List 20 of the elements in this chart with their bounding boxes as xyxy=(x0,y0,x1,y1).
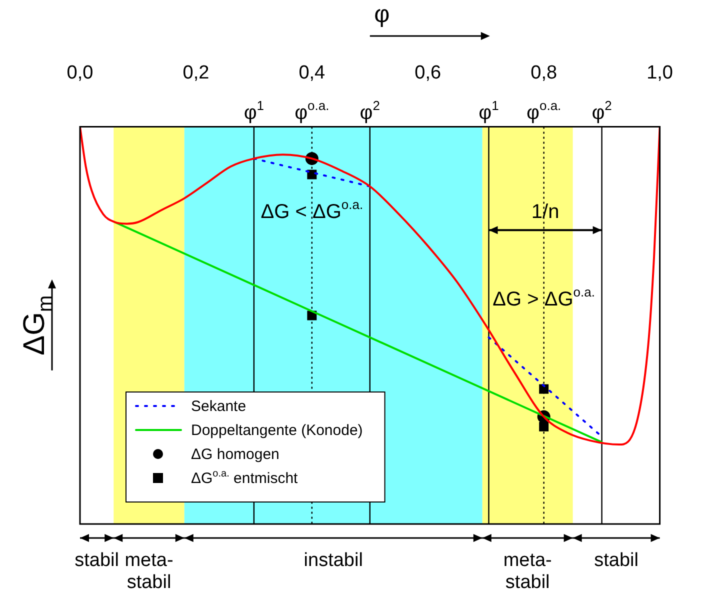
x-tick-label: 0,4 xyxy=(298,62,326,84)
x-tick-label: 1,0 xyxy=(646,62,674,84)
point xyxy=(539,422,549,432)
x-tick-label: 0,8 xyxy=(530,62,558,84)
point xyxy=(307,170,317,180)
x-tick-label: 0,2 xyxy=(182,62,210,84)
legend-label: Sekante xyxy=(191,398,246,415)
band-label: meta- stabil xyxy=(503,550,552,592)
x-tick-label: 0,0 xyxy=(66,62,94,84)
y-axis-title: ΔGm xyxy=(18,295,56,356)
x-tick-label: 0,6 xyxy=(414,62,442,84)
legend-label: Doppeltangente (Konode) xyxy=(191,422,363,439)
band-label: meta- stabil xyxy=(124,550,174,592)
legend-label: ΔG homogen xyxy=(191,446,280,463)
annotation: 1/n xyxy=(531,201,560,224)
band-label: instabil xyxy=(304,550,363,571)
point xyxy=(539,384,549,394)
x-axis-title: φ xyxy=(374,1,390,28)
text: stabil xyxy=(74,550,119,571)
text: stabil xyxy=(594,550,638,571)
